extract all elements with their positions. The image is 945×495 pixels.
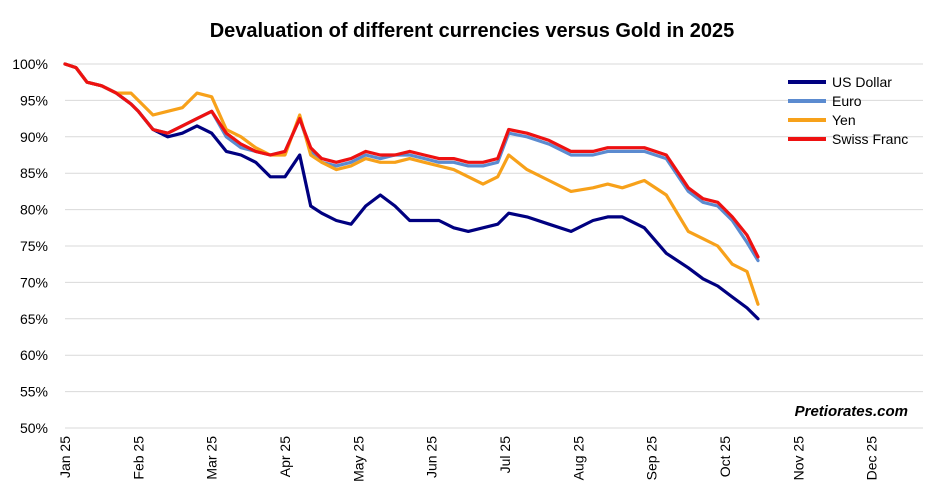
x-axis-tick-labels: Jan 25 Feb 25 Mar 25 Apr 25 May 25 Jun 25 Jul … — [57, 436, 880, 482]
x-tick-label: Dec 25 — [864, 436, 880, 481]
chart-title: Devaluation of different currencies vers… — [210, 20, 735, 42]
y-tick-label: 90% — [20, 129, 48, 145]
y-tick-label: 100% — [12, 56, 48, 72]
series-line-euro — [63, 62, 760, 263]
y-axis-tick-labels: 50% 55% 60% 65% 70% 75% 80% 85% 90% 95% 100% — [12, 56, 48, 436]
x-tick-label: Jul 25 — [497, 436, 513, 474]
legend-label-swiss-franc: Swiss Franc — [832, 131, 908, 147]
x-tick-label: Jan 25 — [57, 436, 73, 478]
series-lines — [63, 62, 760, 321]
y-tick-label: 50% — [20, 420, 48, 436]
y-tick-label: 55% — [20, 384, 48, 400]
y-tick-label: 75% — [20, 238, 48, 254]
series-line-us-dollar — [63, 62, 760, 321]
y-tick-label: 65% — [20, 311, 48, 327]
series-line-yen — [63, 62, 760, 306]
gridlines — [65, 63, 923, 429]
series-line-swiss-franc — [63, 62, 760, 259]
x-tick-label: Aug 25 — [570, 436, 586, 481]
legend-label-yen: Yen — [832, 112, 856, 128]
legend-label-euro: Euro — [832, 93, 862, 109]
y-tick-label: 85% — [20, 165, 48, 181]
y-tick-label: 80% — [20, 202, 48, 218]
x-tick-label: Feb 25 — [130, 436, 146, 480]
x-tick-label: Nov 25 — [790, 436, 806, 481]
y-tick-label: 70% — [20, 274, 48, 290]
x-tick-label: May 25 — [350, 436, 366, 482]
x-tick-label: Jun 25 — [424, 436, 440, 478]
x-tick-label: Oct 25 — [717, 436, 733, 477]
source-watermark: Pretiorates.com — [795, 403, 908, 420]
x-tick-label: Apr 25 — [277, 436, 293, 477]
x-tick-label: Sep 25 — [644, 436, 660, 481]
y-tick-label: 95% — [20, 92, 48, 108]
y-tick-label: 60% — [20, 347, 48, 363]
legend: US Dollar Euro Yen Swiss Franc — [788, 74, 908, 147]
legend-label-us-dollar: US Dollar — [832, 74, 892, 90]
x-tick-label: Mar 25 — [204, 436, 220, 480]
